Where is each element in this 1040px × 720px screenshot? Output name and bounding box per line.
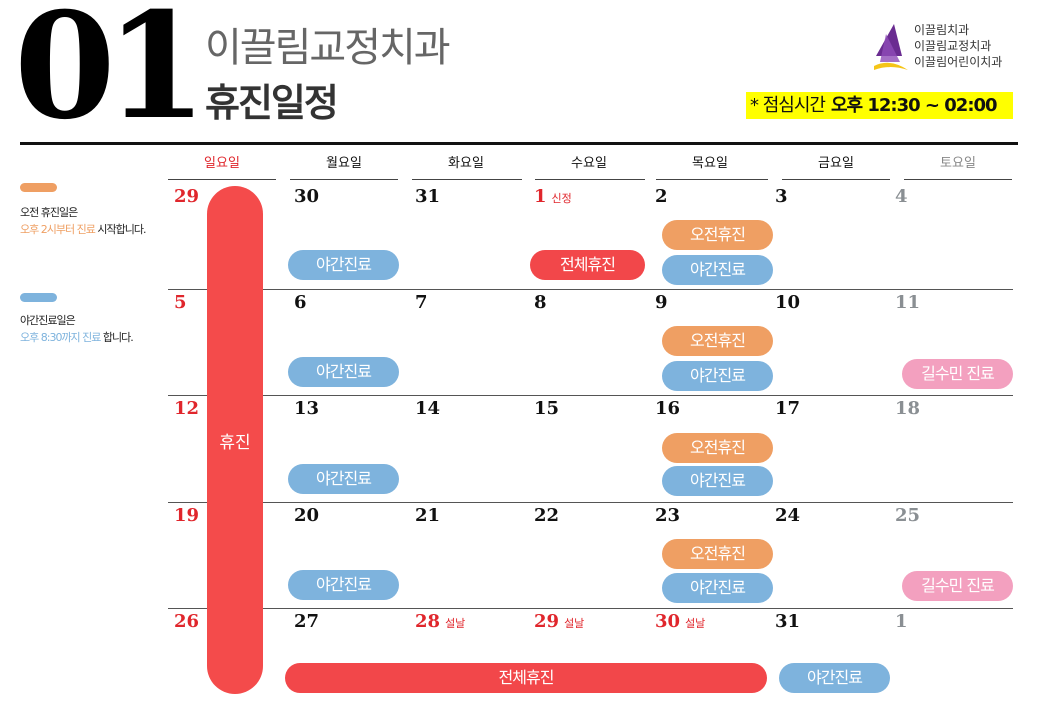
all-day-closed-pill: 전체휴진 [530,250,645,280]
morning-off-pill: 오전휴진 [662,539,773,569]
logo-line: 이끌림어린이치과 [914,55,1003,69]
day-number: 1 [895,611,908,632]
day-number: 14 [415,398,441,419]
day-number: 19 [174,505,200,526]
day-number: 17 [775,398,801,419]
holiday-note: 설날 [685,617,706,630]
day-number: 22 [534,505,560,526]
weekday-monday: 월요일 [326,156,362,171]
lunch-time-banner: * 점심시간 오후 12:30 ~ 02:00 [746,92,1013,119]
legend-line: 야간진료일은 [20,314,76,327]
day-number: 10 [775,292,801,313]
day-number: 9 [655,292,668,313]
legend-rest: 시작합니다. [94,223,146,236]
week-divider [168,608,1013,609]
logo-line: 이끌림치과 [914,23,970,37]
day-number: 15 [534,398,560,419]
day-number: 31 [775,611,801,632]
day-number: 24 [775,505,801,526]
day-number: 25 [895,505,921,526]
header-divider [20,142,1018,145]
day-number: 29 설날 [534,611,585,632]
sunday-closed-label: 휴진 [219,433,251,453]
legend-highlight: 오후 8:30까지 진료 [20,331,101,344]
weekday-sunday: 일요일 [204,156,240,171]
day-number: 28 설날 [415,611,466,632]
day-number: 7 [415,292,428,313]
day-number: 3 [775,186,788,207]
day-number: 8 [534,292,547,313]
night-clinic-pill: 야간진료 [288,250,399,280]
day-number: 1 신정 [534,186,572,207]
week-divider [168,395,1013,396]
legend-morning-off-swatch [20,183,57,192]
legend-highlight: 오후 2시부터 진료 [20,223,96,236]
day-number: 29 [174,186,200,207]
day-number: 26 [174,611,200,632]
morning-off-pill: 오전휴진 [662,326,773,356]
weekday-underline [290,179,398,180]
night-clinic-pill: 야간진료 [662,361,773,391]
weekday-thursday: 목요일 [692,156,728,171]
clinic-logo-icon [874,24,908,70]
weekday-underline [656,179,768,180]
holiday-note: 설날 [445,617,466,630]
morning-off-pill: 오전휴진 [662,433,773,463]
weekday-wednesday: 수요일 [571,156,607,171]
night-clinic-pill: 야간진료 [288,570,399,600]
night-clinic-pill: 야간진료 [662,573,773,603]
legend-night-swatch [20,293,57,302]
day-number: 31 [415,186,441,207]
gil-sumin-clinic-pill: 길수민 진료 [902,359,1013,389]
day-number: 21 [415,505,441,526]
legend-night: 야간진료일은 오후 8:30까지 진료 합니다. [20,312,134,346]
legend-line: 오전 휴진일은 [20,206,78,219]
day-number: 4 [895,186,908,207]
holiday-note: 신정 [551,192,572,205]
day-number: 12 [174,398,200,419]
legend-rest: 합니다. [100,331,134,344]
day-number: 27 [294,611,320,632]
day-number: 16 [655,398,681,419]
weekday-underline [782,179,890,180]
sunday-closed-bar [207,186,263,694]
weekday-underline [412,179,522,180]
day-number: 6 [294,292,307,313]
day-number: 11 [895,292,921,313]
month-number: 01 [14,0,207,152]
morning-off-pill: 오전휴진 [662,220,773,250]
logo-line: 이끌림교정치과 [914,39,992,53]
schedule-title: 휴진일정 [205,81,339,125]
all-day-closed-pill: 전체휴진 [285,663,767,693]
night-clinic-pill: 야간진료 [662,466,773,496]
lunch-label: * 점심시간 [750,95,826,116]
day-number: 30 [294,186,320,207]
weekday-saturday: 토요일 [940,156,976,171]
day-number: 30 설날 [655,611,706,632]
day-number: 18 [895,398,921,419]
night-clinic-pill: 야간진료 [662,255,773,285]
lunch-time: 오후 12:30 ~ 02:00 [830,95,998,116]
day-number: 20 [294,505,320,526]
week-divider [168,289,1013,290]
day-number: 13 [294,398,320,419]
weekday-tuesday: 화요일 [448,156,484,171]
day-number: 5 [174,292,187,313]
holiday-note: 설날 [564,617,585,630]
night-clinic-pill: 야간진료 [288,464,399,494]
logo-text: 이끌림치과 이끌림교정치과 이끌림어린이치과 [914,22,1002,70]
night-clinic-pill: 야간진료 [779,663,890,693]
week-divider [168,502,1013,503]
gil-sumin-clinic-pill: 길수민 진료 [902,571,1013,601]
clinic-name: 이끌림교정치과 [205,25,451,71]
night-clinic-pill: 야간진료 [288,357,399,387]
weekday-underline [904,179,1012,180]
legend-morning-off: 오전 휴진일은 오후 2시부터 진료 시작합니다. [20,204,146,238]
weekday-underline [168,179,276,180]
day-number: 23 [655,505,681,526]
weekday-friday: 금요일 [818,156,854,171]
day-number: 2 [655,186,668,207]
weekday-underline [535,179,645,180]
